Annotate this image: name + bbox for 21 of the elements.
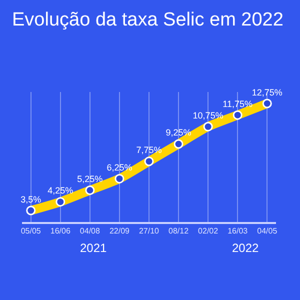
text: 2022 [232, 241, 260, 255]
chart-title: Evolução da taxa Selic em 2022 [12, 9, 284, 30]
x-tick-label: 27/10 [138, 226, 160, 236]
data-label: 11,75% [222, 98, 253, 109]
data-label: 3,5% [20, 194, 42, 204]
x-tick-label: 16/03 [228, 226, 248, 236]
data-label: 10,75% [192, 110, 224, 120]
x-tick-label: 04/05 [257, 226, 278, 236]
data-label: 12,75% [252, 87, 282, 98]
x-tick-label: 04/08 [80, 226, 100, 236]
data-label: 5,25% [77, 174, 103, 184]
data-label: 4,25% [48, 186, 74, 196]
x-tick-label: 02/02 [198, 226, 219, 236]
text: 2021 [80, 241, 108, 255]
x-tick-label: 22/09 [109, 226, 130, 236]
x-tick-label: 08/12 [168, 226, 190, 236]
data-label: 6,25% [106, 162, 132, 172]
x-tick-label: 16/06 [50, 226, 71, 236]
x-tick-label: 05/05 [20, 226, 42, 236]
data-label: 7,75% [136, 145, 162, 156]
data-label: 9,25% [166, 128, 192, 138]
